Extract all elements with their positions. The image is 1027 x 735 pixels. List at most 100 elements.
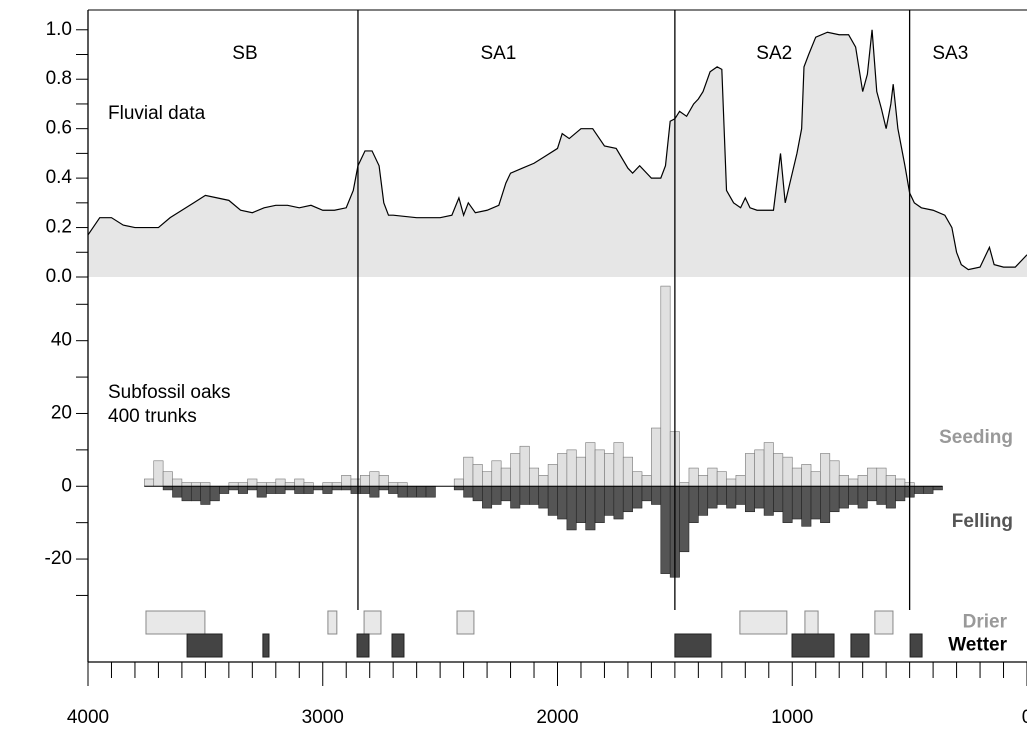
felling-bar	[613, 485, 624, 520]
felling-bar	[313, 485, 324, 491]
felling-bar	[575, 485, 586, 523]
panel-label: Fluvial data	[108, 103, 206, 124]
felling-bar	[735, 485, 746, 505]
period-label: SA1	[480, 43, 516, 64]
felling-bar	[622, 485, 633, 513]
felling-bar	[266, 485, 277, 494]
felling-bar	[641, 485, 652, 502]
seeding-bar	[707, 467, 718, 487]
seeding-bar	[482, 471, 493, 487]
fluvial-area	[88, 29, 1027, 278]
y-tick-label: 0.6	[46, 118, 72, 139]
felling-bar	[237, 485, 248, 494]
felling-bar	[857, 485, 868, 509]
drier-box	[327, 610, 338, 635]
drier-box	[874, 610, 894, 635]
felling-bar	[162, 485, 173, 491]
felling-bar	[782, 485, 793, 523]
felling-bar	[463, 485, 474, 498]
seeding-bar	[782, 456, 793, 487]
wetter-box	[262, 633, 270, 658]
seeding-bar	[632, 471, 643, 487]
seeding-bar	[763, 442, 774, 487]
felling-bar	[895, 485, 906, 502]
felling-bar	[397, 485, 408, 498]
seeding-bar	[604, 453, 615, 487]
x-tick-label: 3000	[302, 707, 344, 728]
drier-box	[145, 610, 206, 635]
felling-bar	[519, 485, 530, 505]
seeding-bar	[341, 475, 352, 487]
series-label: Felling	[952, 511, 1013, 532]
felling-bar	[660, 485, 671, 574]
seeding-bar	[801, 464, 812, 487]
seeding-bar	[895, 478, 906, 487]
felling-bar	[763, 485, 774, 516]
felling-bar	[604, 485, 615, 516]
seeding-bar	[181, 482, 192, 487]
felling-bar	[688, 485, 699, 523]
felling-bar	[914, 485, 925, 494]
felling-bar	[801, 485, 812, 527]
seeding-bar	[463, 456, 474, 487]
seeding-bar	[153, 460, 164, 487]
felling-bar	[303, 485, 314, 494]
felling-bar	[284, 485, 295, 491]
seeding-bar	[247, 478, 258, 487]
felling-bar	[369, 485, 380, 498]
drier-box	[456, 610, 475, 635]
felling-bar	[482, 485, 493, 509]
felling-bar	[200, 485, 211, 505]
y-tick-label: 0	[61, 475, 72, 496]
seeding-bar	[622, 456, 633, 487]
seeding-bar	[660, 285, 671, 487]
felling-bar	[707, 485, 718, 509]
series-label: Seeding	[939, 427, 1013, 448]
felling-bar	[378, 485, 389, 491]
felling-bar	[791, 485, 802, 520]
felling-bar	[744, 485, 755, 513]
period-label: SB	[232, 43, 257, 64]
felling-bar	[867, 485, 878, 502]
y-tick-label: 1.0	[46, 19, 72, 40]
felling-bar	[491, 485, 502, 505]
felling-bar	[425, 485, 436, 498]
seeding-bar	[397, 482, 408, 487]
seeding-bar	[331, 482, 342, 487]
felling-bar	[181, 485, 192, 502]
seeding-bar	[829, 460, 840, 487]
felling-bar	[256, 485, 267, 498]
felling-bar	[547, 485, 558, 516]
felling-bar	[350, 485, 361, 494]
felling-bar	[228, 485, 239, 491]
wetter-box	[186, 633, 223, 658]
seeding-bar	[275, 478, 286, 487]
felling-bar	[388, 485, 399, 494]
seeding-bar	[838, 475, 849, 487]
panel-label: 400 trunks	[108, 406, 197, 427]
felling-bar	[923, 485, 934, 494]
seeding-bar	[726, 478, 737, 487]
seeding-bar	[857, 475, 868, 487]
felling-bar	[275, 485, 286, 494]
seeding-bar	[294, 478, 305, 487]
seeding-bar	[735, 475, 746, 487]
y-tick-label: 0.0	[46, 266, 72, 287]
seeding-bar	[698, 475, 709, 487]
seeding-bar	[810, 471, 821, 487]
felling-bar	[716, 485, 727, 505]
felling-bar	[829, 485, 840, 513]
wetter-box	[909, 633, 923, 658]
felling-bar	[566, 485, 577, 531]
seeding-bar	[350, 478, 361, 487]
seeding-bar	[791, 467, 802, 487]
x-tick-label: 4000	[67, 707, 109, 728]
felling-bar	[932, 485, 943, 491]
seeding-bar	[773, 453, 784, 487]
seeding-bar	[716, 471, 727, 487]
wetter-box	[850, 633, 870, 658]
felling-bar	[416, 485, 427, 498]
felling-bar	[679, 485, 690, 553]
felling-bar	[247, 485, 258, 491]
felling-bar	[632, 485, 643, 509]
